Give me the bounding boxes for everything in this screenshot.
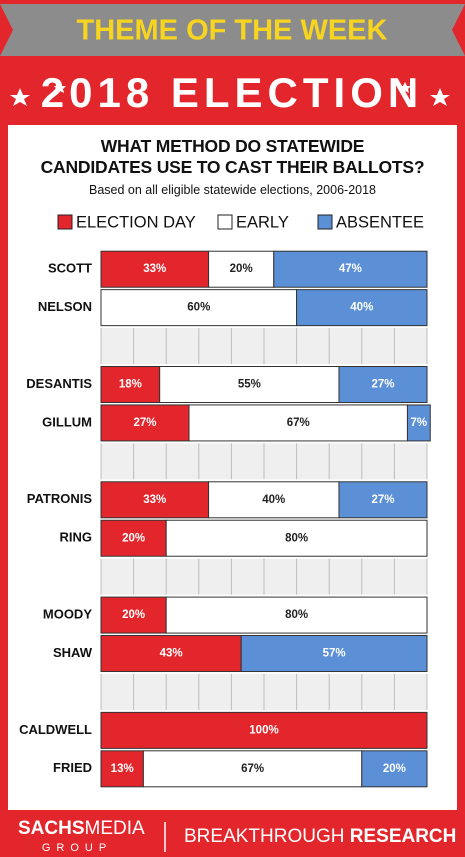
value-label: 100%: [249, 724, 278, 736]
bar-segment: [100, 711, 428, 749]
tagline-light: BREAKTHROUGH: [184, 826, 344, 847]
value-label: 13%: [111, 763, 134, 775]
bar-segment: [165, 596, 428, 634]
category-label: CALDWELL: [19, 722, 92, 737]
value-label: 40%: [350, 302, 373, 314]
bar-segment: [338, 481, 428, 519]
chart-title: WHAT METHOD DO STATEWIDE CANDIDATES USE …: [40, 136, 425, 177]
value-label: 20%: [122, 532, 145, 544]
value-label: 55%: [238, 379, 261, 391]
bar-segment: [406, 404, 431, 442]
value-label: 57%: [323, 648, 346, 660]
header-title: 2018 ELECTION: [41, 69, 423, 116]
category-label: SCOTT: [48, 261, 92, 276]
logo: SACHSMEDIA: [18, 818, 145, 839]
value-label: 60%: [187, 302, 210, 314]
value-label: 18%: [119, 379, 142, 391]
bar-segment: [100, 366, 161, 404]
bar-segment: [100, 404, 190, 442]
bar-segment: [338, 366, 428, 404]
bar-segment: [361, 750, 428, 788]
category-label: MOODY: [43, 607, 92, 622]
chart-subtitle: Based on all eligible statewide election…: [89, 183, 376, 197]
bar-segment: [100, 750, 144, 788]
banner-text: THEME OF THE WEEK: [77, 15, 388, 47]
bar-segment: [165, 519, 428, 557]
category-label: RING: [60, 530, 93, 545]
banner-ribbon: [0, 4, 465, 56]
category-label: FRIED: [53, 760, 92, 775]
bar-segment: [296, 289, 428, 327]
category-label: DESANTIS: [26, 376, 92, 391]
bar-segment: [159, 366, 340, 404]
tagline: BREAKTHROUGH RESEARCH: [184, 826, 456, 847]
category-label: PATRONIS: [27, 491, 93, 506]
legend-label: ABSENTEE: [336, 213, 424, 231]
logo-sub: GROUP: [42, 842, 112, 854]
category-label: NELSON: [38, 299, 92, 314]
category-label: GILLUM: [42, 414, 92, 429]
legend-swatch: [317, 214, 333, 230]
bar-segment: [240, 635, 428, 673]
legend-label: ELECTION DAY: [76, 213, 196, 231]
value-label: 20%: [230, 263, 253, 275]
value-label: 80%: [285, 532, 308, 544]
bar-segment: [273, 250, 428, 288]
logo-bold: SACHS: [18, 818, 85, 839]
legend-swatch: [57, 214, 73, 230]
value-label: 27%: [371, 379, 394, 391]
bar-segment: [100, 289, 298, 327]
value-label: 27%: [133, 417, 156, 429]
value-label: 47%: [339, 263, 362, 275]
value-label: 33%: [143, 494, 166, 506]
value-label: 67%: [287, 417, 310, 429]
value-label: 67%: [241, 763, 264, 775]
logo-light: MEDIA: [85, 818, 146, 839]
value-label: 43%: [160, 648, 183, 660]
value-label: 20%: [122, 609, 145, 621]
value-label: 7%: [411, 417, 428, 429]
value-label: 27%: [371, 494, 394, 506]
value-label: 80%: [285, 609, 308, 621]
legend-label: EARLY: [236, 213, 289, 231]
bar-segment: [100, 635, 242, 673]
value-label: 33%: [143, 263, 166, 275]
value-label: 40%: [262, 494, 285, 506]
category-label: SHAW: [53, 645, 93, 660]
bar-segment: [188, 404, 408, 442]
legend-swatch: [217, 214, 233, 230]
bar-segment: [100, 250, 210, 288]
stars: [10, 82, 450, 106]
value-label: 20%: [383, 763, 406, 775]
tagline-bold: RESEARCH: [350, 826, 457, 847]
